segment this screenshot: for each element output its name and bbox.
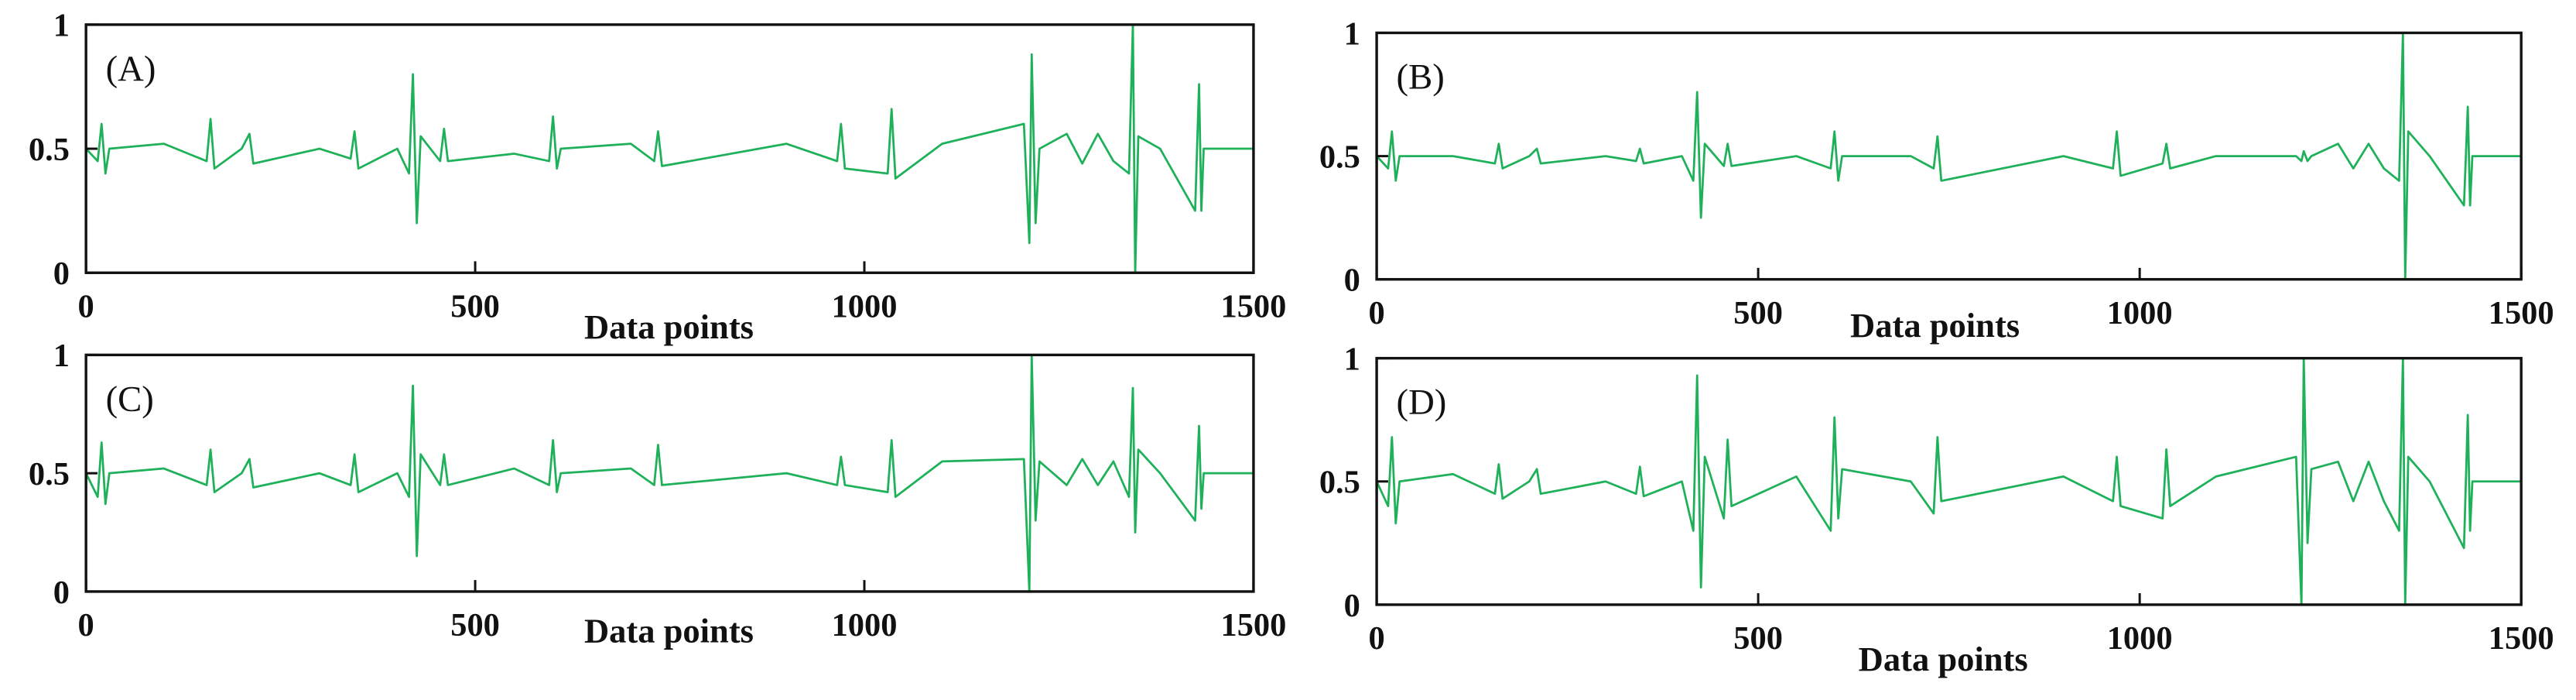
x-tick-label: 500 [450,289,500,325]
signal-line [1376,32,2522,281]
y-tick-label: 0 [1344,588,1360,624]
plot-frame [84,23,1255,274]
x-tick-label: 500 [450,607,500,643]
signal-line [85,23,1254,274]
plot-frame [84,353,1255,593]
y-tick-label: 1 [53,8,70,44]
y-tick-label: 1 [53,338,70,374]
y-tick-label: 0 [1344,262,1360,299]
x-axis-label: Data points [1859,640,2028,678]
y-tick-label: 1 [1344,341,1360,377]
panel-label: (C) [106,379,154,420]
x-tick-label: 1500 [2489,620,2554,657]
signal-line [1375,357,2522,606]
y-tick-label: 0.5 [1319,465,1360,501]
panel-label: (D) [1397,383,1447,423]
x-axis-label: Data points [1850,306,2020,345]
y-tick-label: 0.5 [29,456,70,492]
y-tick-label: 0.5 [29,132,70,168]
x-tick-label: 0 [78,607,94,643]
y-tick-label: 0.5 [1319,139,1360,175]
y-tick-label: 1 [1344,15,1360,52]
x-tick-label: 1000 [2107,620,2173,657]
x-tick-label: 500 [1733,620,1783,657]
x-tick-label: 0 [78,289,94,325]
panel-label: (B) [1397,57,1445,98]
x-tick-label: 500 [1733,295,1783,331]
signal-line [84,353,1254,593]
x-axis-label: Data points [584,307,754,346]
x-tick-label: 1500 [2489,295,2554,331]
x-tick-label: 1000 [832,289,898,325]
x-tick-label: 0 [1368,295,1384,331]
y-tick-label: 0 [53,256,70,292]
x-tick-label: 1000 [832,607,898,643]
x-axis-label: Data points [584,612,754,650]
x-tick-label: 1500 [1220,289,1286,325]
plot-frame [1375,31,2523,281]
plot-frame [1375,356,2523,606]
panel-label: (A) [106,49,156,89]
y-tick-label: 0 [53,575,70,611]
x-tick-label: 1000 [2107,295,2173,331]
x-tick-label: 0 [1368,620,1384,657]
x-tick-label: 1500 [1220,607,1286,643]
